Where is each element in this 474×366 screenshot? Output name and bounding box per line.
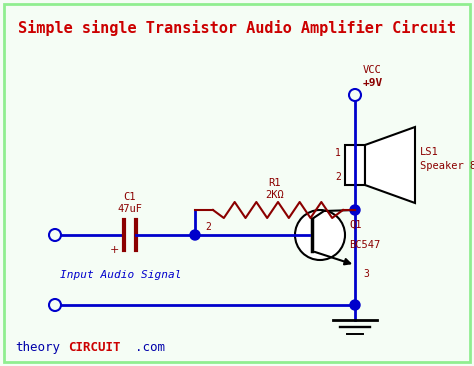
Text: Speaker 8Ω: Speaker 8Ω [420,161,474,171]
Polygon shape [365,127,415,203]
Circle shape [295,210,345,260]
Text: BC547: BC547 [349,240,380,250]
Text: CIRCUIT: CIRCUIT [68,341,120,354]
Text: 2: 2 [335,172,341,182]
Text: .com: .com [135,341,165,354]
Text: Input Audio Signal: Input Audio Signal [60,270,182,280]
Text: 1: 1 [335,148,341,158]
Text: R1: R1 [269,178,281,188]
Text: +9V: +9V [363,78,383,88]
Text: +: + [109,245,118,255]
Circle shape [350,205,360,215]
Text: C1: C1 [124,192,136,202]
Text: LS1: LS1 [420,147,439,157]
Text: 2KΩ: 2KΩ [265,190,284,200]
Text: Simple single Transistor Audio Amplifier Circuit: Simple single Transistor Audio Amplifier… [18,20,456,36]
Text: 2: 2 [205,222,211,232]
Circle shape [350,300,360,310]
Text: Q1: Q1 [349,220,362,230]
Text: VCC: VCC [363,65,382,75]
Text: 47uF: 47uF [118,204,143,214]
Circle shape [190,230,200,240]
Bar [345,145,365,185]
Text: 3: 3 [363,269,369,279]
Text: theory: theory [15,341,60,354]
